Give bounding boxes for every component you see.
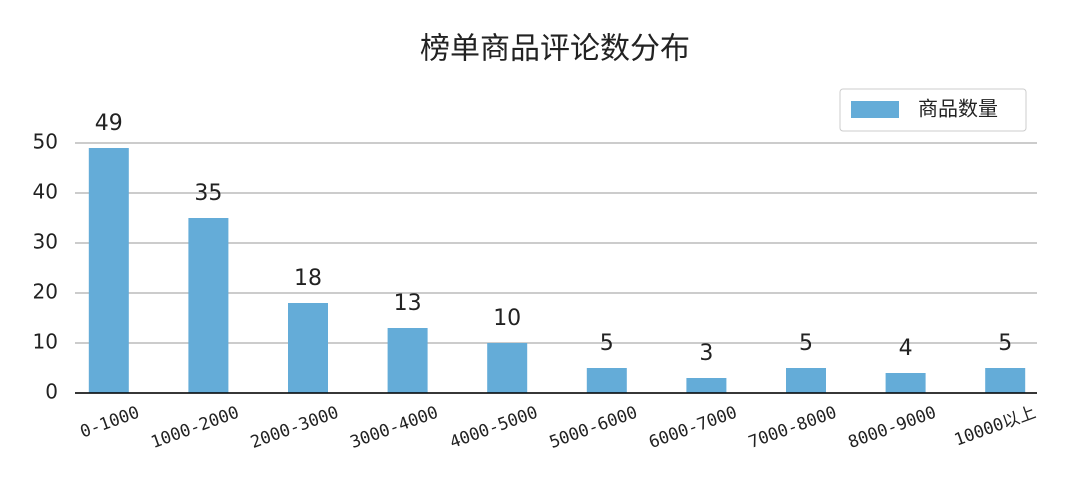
- bar: [985, 368, 1026, 393]
- y-tick-label: 20: [33, 280, 58, 304]
- x-tick-label: 0-1000: [78, 403, 143, 443]
- y-tick-label: 30: [33, 230, 58, 254]
- x-tick-label: 6000-7000: [646, 403, 739, 453]
- value-label: 5: [600, 331, 614, 356]
- chart-title: 榜单商品评论数分布: [420, 32, 690, 67]
- x-tick-label: 1000-2000: [148, 403, 241, 453]
- value-label: 49: [95, 111, 123, 136]
- bar: [88, 148, 129, 393]
- x-tick-label: 4000-5000: [447, 403, 540, 453]
- value-label: 35: [194, 181, 222, 206]
- value-label: 4: [899, 336, 913, 361]
- bar: [288, 303, 328, 393]
- bar: [487, 343, 528, 393]
- value-label: 5: [998, 331, 1012, 356]
- value-label: 13: [394, 291, 422, 316]
- bar: [586, 368, 627, 393]
- x-tick-label: 3000-4000: [348, 403, 441, 453]
- value-label: 10: [493, 306, 521, 331]
- x-tick-label: 7000-8000: [746, 403, 839, 453]
- bar: [387, 328, 428, 393]
- legend-label: 商品数量: [918, 97, 998, 121]
- y-tick-label: 50: [33, 130, 58, 154]
- value-label: 5: [799, 331, 813, 356]
- legend-swatch: [851, 101, 899, 118]
- value-label: 18: [294, 266, 322, 291]
- bar: [786, 368, 826, 393]
- x-tick-label: 5000-6000: [547, 403, 640, 453]
- y-tick-label: 40: [33, 180, 58, 204]
- value-label: 3: [699, 341, 713, 366]
- legend-box: [839, 88, 1027, 132]
- bar: [686, 378, 727, 393]
- x-tick-label: 8000-9000: [846, 403, 939, 453]
- bar: [885, 373, 926, 393]
- y-tick-label: 0: [45, 380, 58, 404]
- x-tick-label: 2000-3000: [248, 403, 341, 453]
- bar: [188, 218, 229, 393]
- y-tick-label: 10: [33, 330, 58, 354]
- x-tick-label: 10000以上: [952, 403, 1039, 451]
